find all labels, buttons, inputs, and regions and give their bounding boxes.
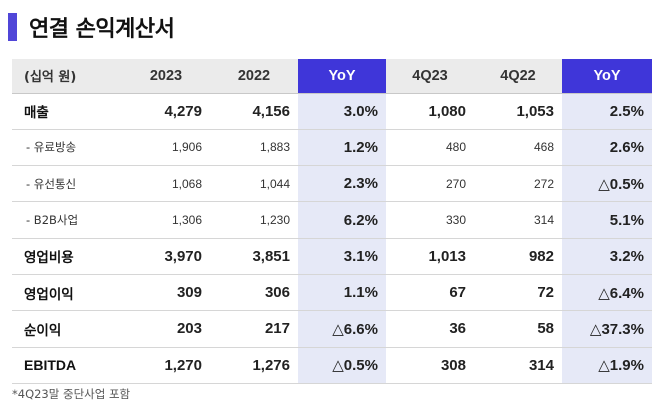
table-header-row: (십억 원) 2023 2022 YoY 4Q23 4Q22 YoY [12, 59, 652, 93]
cell-value: 1,080 [386, 92, 474, 130]
cell-value: 1,306 [122, 201, 210, 239]
header-4q22: 4Q22 [474, 59, 562, 93]
row-label: 매출 [12, 92, 122, 130]
cell-value: 72 [474, 274, 562, 312]
cell-value: 314 [474, 347, 562, 384]
table-row-wired-telecom: - 유선통신 1,068 1,044 2.3% 270 272 △0.5% [12, 165, 652, 203]
cell-value: 203 [122, 310, 210, 348]
cell-yoy: 5.1% [562, 201, 652, 239]
cell-value: 4,279 [122, 92, 210, 130]
header-4q23: 4Q23 [386, 59, 474, 93]
cell-value: 272 [474, 165, 562, 203]
cell-value: 1,230 [210, 201, 298, 239]
header-2023: 2023 [122, 59, 210, 93]
cell-yoy: 2.6% [562, 129, 652, 167]
cell-value: 67 [386, 274, 474, 312]
row-label: 순이익 [12, 310, 122, 348]
row-label: - 유료방송 [12, 129, 122, 167]
header-2022: 2022 [210, 59, 298, 93]
cell-value: 3,851 [210, 238, 298, 275]
cell-yoy: △1.9% [562, 347, 652, 384]
cell-value: 1,906 [122, 129, 210, 167]
cell-value: 314 [474, 201, 562, 239]
title-accent-bar [8, 13, 17, 41]
cell-value: 58 [474, 310, 562, 348]
cell-yoy: 2.3% [298, 165, 386, 203]
page-title-bar: 연결 손익계산서 [8, 10, 175, 44]
cell-yoy: 3.1% [298, 238, 386, 275]
cell-yoy: △0.5% [298, 347, 386, 384]
table-row-operating-expense: 영업비용 3,970 3,851 3.1% 1,013 982 3.2% [12, 238, 652, 275]
cell-yoy: △37.3% [562, 310, 652, 348]
table-row-net-income: 순이익 203 217 △6.6% 36 58 △37.3% [12, 310, 652, 348]
cell-value: 468 [474, 129, 562, 167]
cell-yoy: 3.2% [562, 238, 652, 275]
header-yoy-quarter: YoY [562, 59, 652, 93]
page-title: 연결 손익계산서 [29, 17, 175, 42]
table-row-b2b: - B2B사업 1,306 1,230 6.2% 330 314 5.1% [12, 201, 652, 239]
cell-yoy: △6.4% [562, 274, 652, 312]
cell-yoy: △6.6% [298, 310, 386, 348]
cell-yoy: 1.2% [298, 129, 386, 167]
income-statement-table: (십억 원) 2023 2022 YoY 4Q23 4Q22 YoY 매출 4,… [12, 59, 652, 384]
cell-value: 1,044 [210, 165, 298, 203]
cell-value: 217 [210, 310, 298, 348]
header-unit: (십억 원) [12, 59, 122, 93]
row-label: - 유선통신 [12, 165, 122, 203]
row-label: 영업비용 [12, 238, 122, 275]
cell-value: 306 [210, 274, 298, 312]
table-row-ebitda: EBITDA 1,270 1,276 △0.5% 308 314 △1.9% [12, 347, 652, 384]
cell-value: 330 [386, 201, 474, 239]
cell-value: 480 [386, 129, 474, 167]
cell-value: 1,883 [210, 129, 298, 167]
cell-value: 36 [386, 310, 474, 348]
footnote: *4Q23말 중단사업 포함 [12, 387, 131, 401]
cell-value: 4,156 [210, 92, 298, 130]
cell-yoy: 1.1% [298, 274, 386, 312]
cell-value: 1,053 [474, 92, 562, 130]
cell-value: 309 [122, 274, 210, 312]
cell-value: 1,068 [122, 165, 210, 203]
row-label: - B2B사업 [12, 201, 122, 239]
cell-yoy: 3.0% [298, 92, 386, 130]
cell-value: 270 [386, 165, 474, 203]
table-row-operating-profit: 영업이익 309 306 1.1% 67 72 △6.4% [12, 274, 652, 312]
cell-value: 1,013 [386, 238, 474, 275]
cell-value: 1,270 [122, 347, 210, 384]
cell-yoy: 2.5% [562, 92, 652, 130]
cell-value: 308 [386, 347, 474, 384]
cell-value: 982 [474, 238, 562, 275]
row-label: 영업이익 [12, 274, 122, 312]
header-yoy-annual: YoY [298, 59, 386, 93]
table-row-revenue: 매출 4,279 4,156 3.0% 1,080 1,053 2.5% [12, 92, 652, 130]
cell-yoy: △0.5% [562, 165, 652, 203]
table-row-pay-tv: - 유료방송 1,906 1,883 1.2% 480 468 2.6% [12, 129, 652, 167]
cell-value: 1,276 [210, 347, 298, 384]
cell-value: 3,970 [122, 238, 210, 275]
row-label: EBITDA [12, 347, 122, 384]
cell-yoy: 6.2% [298, 201, 386, 239]
